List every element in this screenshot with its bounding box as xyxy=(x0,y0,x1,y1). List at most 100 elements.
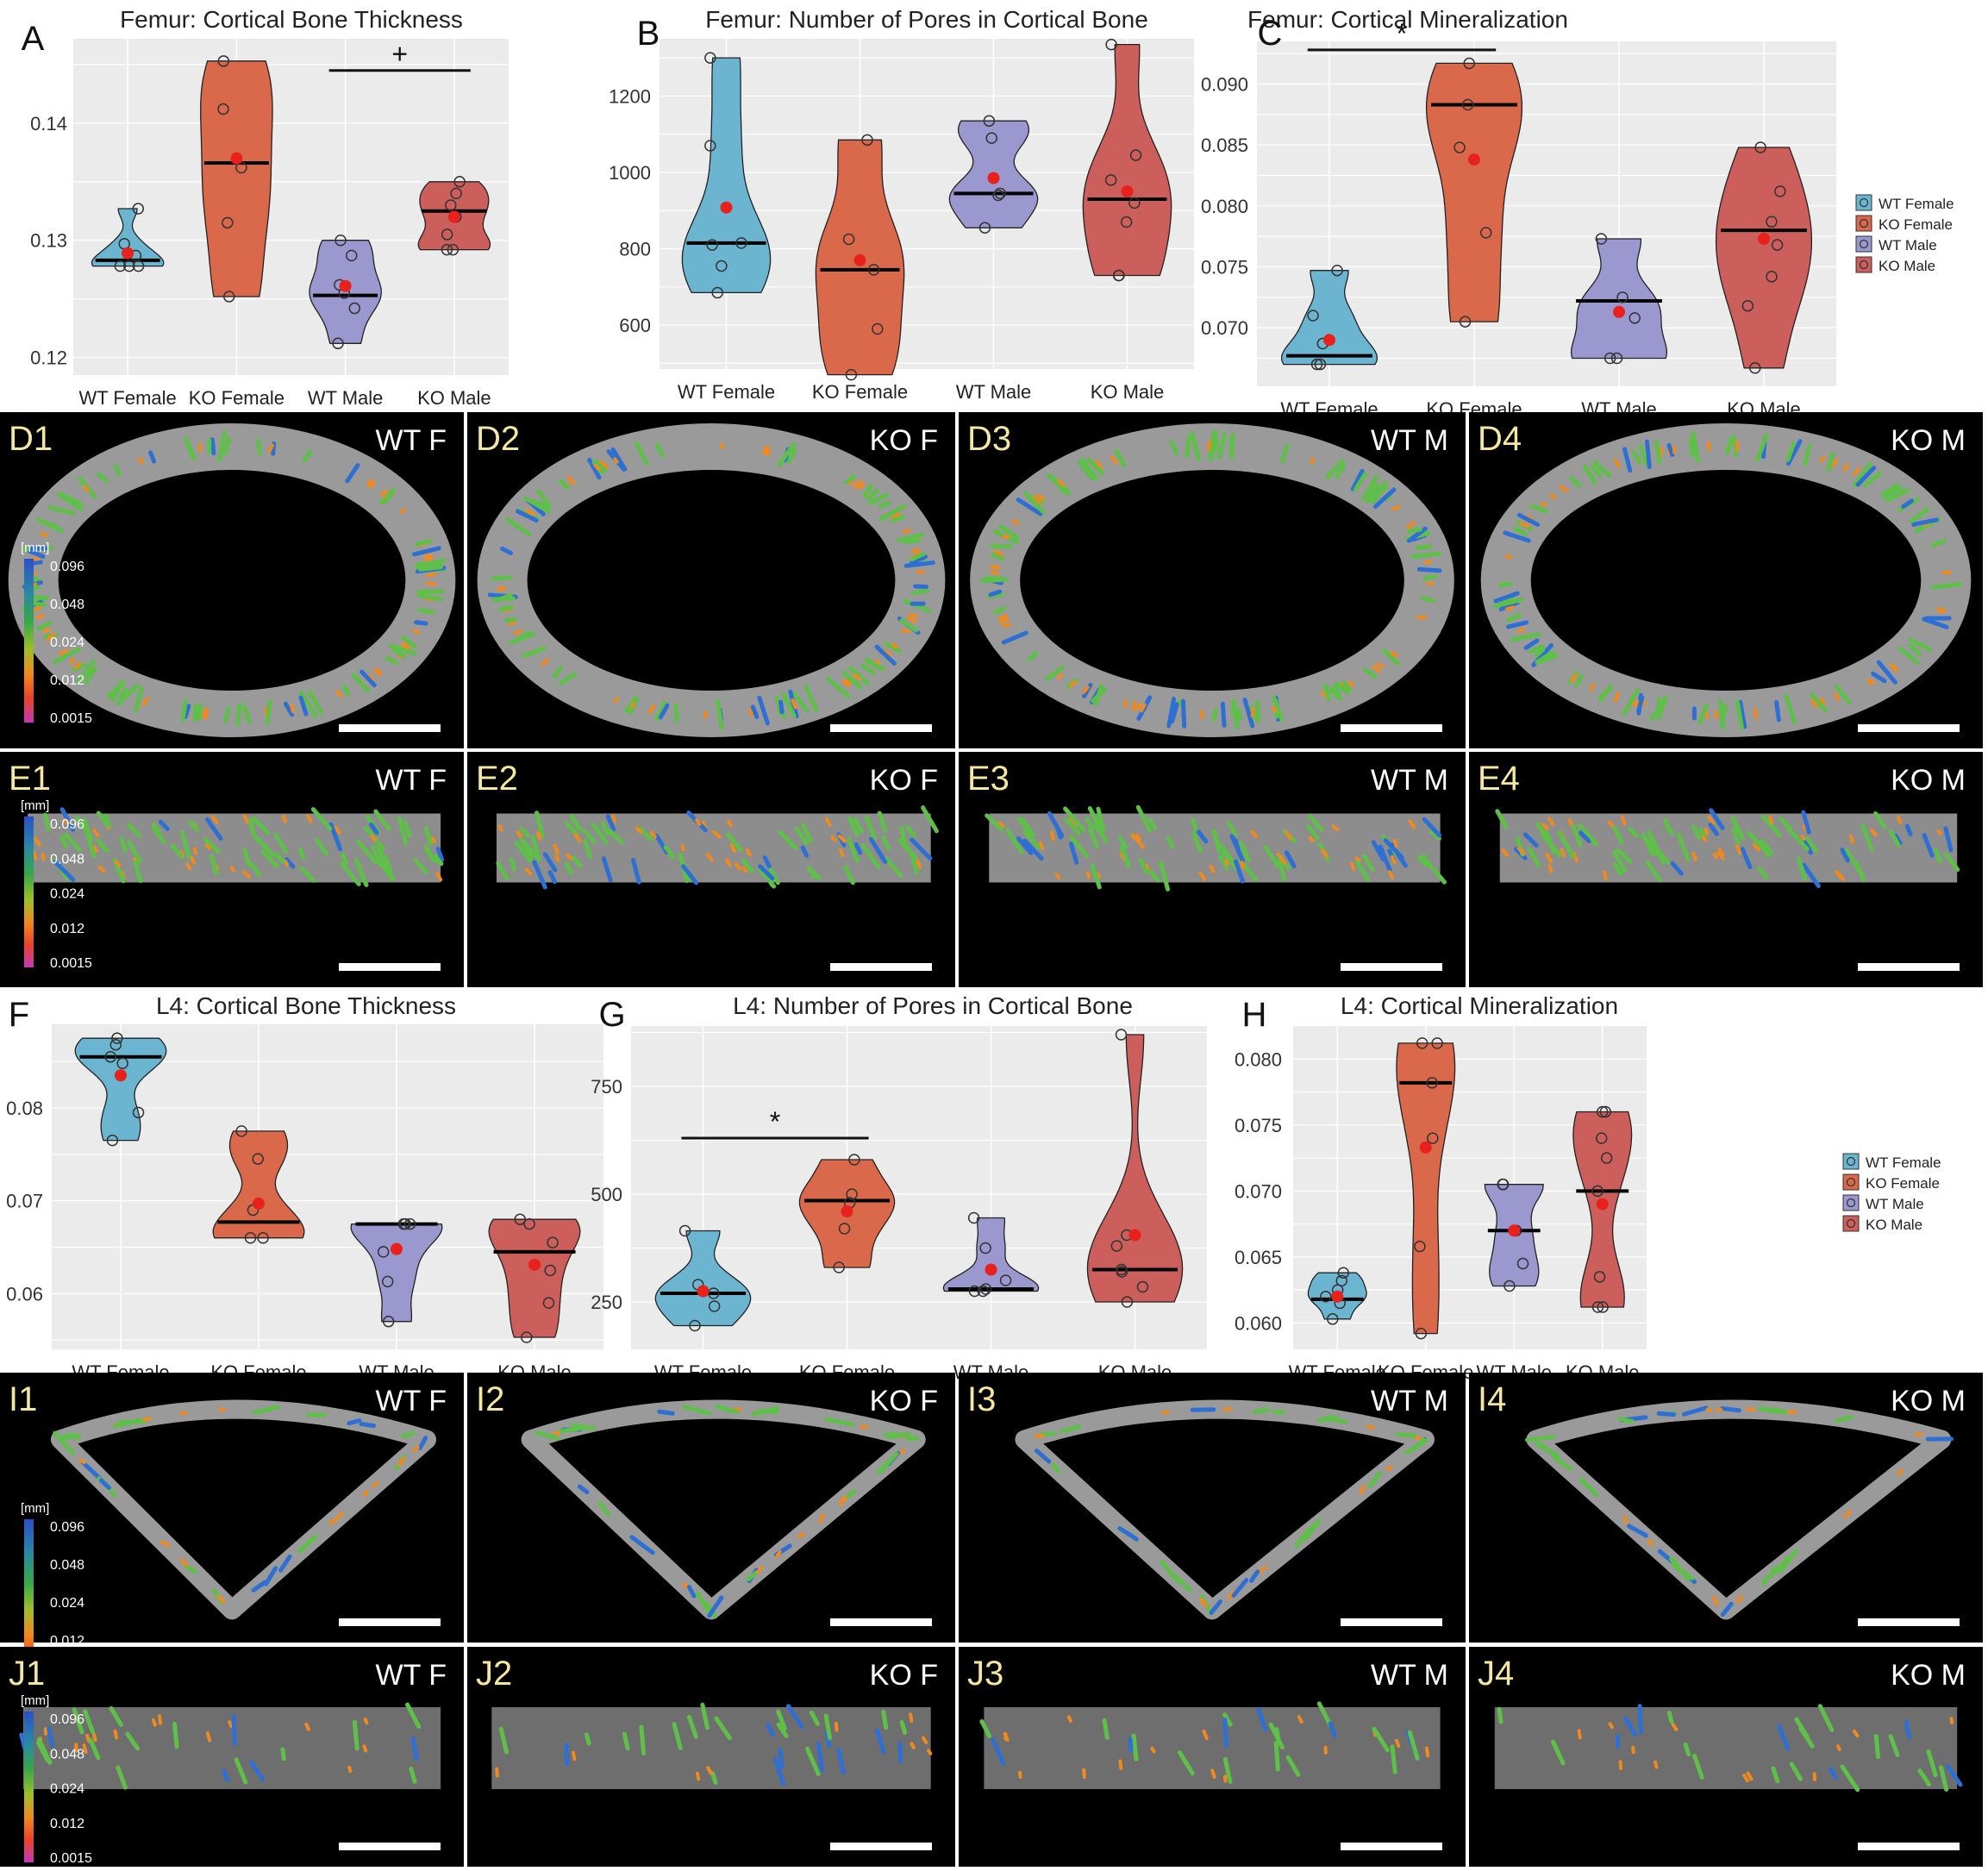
panel-letter: H xyxy=(1242,996,1267,1034)
data-point xyxy=(1116,1263,1128,1276)
pore-mark xyxy=(1285,830,1292,841)
pore-mark xyxy=(887,1431,912,1439)
pore-mark xyxy=(1159,860,1171,892)
pore-mark xyxy=(242,848,252,867)
pore-mark xyxy=(823,1713,832,1741)
pore-mark xyxy=(734,862,741,871)
pore-mark xyxy=(379,490,388,497)
pore-mark xyxy=(542,852,558,873)
pore-mark xyxy=(430,835,436,844)
pore-mark xyxy=(1499,596,1516,604)
pore-mark xyxy=(203,836,221,854)
pore-mark xyxy=(1242,698,1255,729)
pore-mark xyxy=(345,463,360,484)
pore-mark xyxy=(1622,1516,1629,1524)
pore-mark xyxy=(1930,581,1963,590)
marrow-cavity xyxy=(1020,470,1404,691)
pore-mark xyxy=(916,860,922,869)
data-point xyxy=(1335,1274,1348,1287)
pore-mark xyxy=(1746,1771,1754,1781)
pore-mark xyxy=(710,1771,718,1785)
mean-point xyxy=(1121,185,1134,198)
pore-mark xyxy=(1069,680,1078,688)
pore-mark xyxy=(1582,464,1597,485)
pore-mark xyxy=(553,843,560,854)
pore-mark xyxy=(860,843,881,870)
pore-mark xyxy=(803,684,819,713)
pore-mark xyxy=(899,1720,908,1736)
mean-point xyxy=(115,1069,127,1082)
legend: WT Female KO Female WT Male KO Male xyxy=(1842,1153,1941,1233)
pore-mark xyxy=(1406,527,1422,534)
pore-mark xyxy=(284,859,290,867)
pore-mark xyxy=(558,479,570,491)
pore-mark xyxy=(347,1765,353,1774)
data-point xyxy=(132,260,145,272)
pore-mark xyxy=(1407,1730,1420,1761)
pore-mark xyxy=(1235,707,1243,721)
pore-mark xyxy=(911,548,921,554)
colorbar-tick: 0.0015 xyxy=(50,1851,92,1866)
pore-mark xyxy=(210,815,219,824)
pore-mark xyxy=(663,845,676,860)
data-point xyxy=(838,1223,851,1235)
data-point xyxy=(848,1154,860,1166)
data-point xyxy=(348,302,361,315)
pore-mark xyxy=(781,691,797,718)
pore-mark xyxy=(867,492,890,506)
pore-mark xyxy=(1217,854,1229,871)
pore-mark xyxy=(1657,701,1666,716)
pore-mark xyxy=(838,1497,845,1506)
pore-mark xyxy=(47,505,75,516)
pore-mark xyxy=(816,1742,824,1773)
pore-mark xyxy=(1096,806,1106,832)
pore-mark xyxy=(531,835,541,860)
legend-marker xyxy=(1859,260,1869,270)
pore-mark xyxy=(853,842,863,855)
chart-title: Femur: Cortical Bone Thickness xyxy=(120,6,463,33)
data-point xyxy=(978,222,991,234)
data-point xyxy=(111,1032,123,1044)
colorbar-tick: 0.048 xyxy=(50,852,84,867)
data-point xyxy=(257,1231,269,1244)
pore-mark xyxy=(433,854,444,867)
data-point xyxy=(678,1224,691,1237)
pore-mark xyxy=(1504,554,1512,560)
data-point xyxy=(845,368,858,381)
pore-mark xyxy=(990,570,999,576)
violin-ko-female xyxy=(200,60,273,297)
pore-mark xyxy=(500,546,513,555)
pore-mark xyxy=(113,1729,119,1740)
pore-mark xyxy=(1424,559,1432,565)
pore-mark xyxy=(334,825,342,835)
data-point xyxy=(1597,1301,1609,1313)
pore-mark xyxy=(909,551,927,562)
pore-mark xyxy=(907,616,917,623)
pore-mark xyxy=(217,429,227,462)
y-tick-label: 1000 xyxy=(609,162,651,184)
pore-mark xyxy=(235,703,242,727)
colorbar-tick: 0.012 xyxy=(50,1817,84,1831)
mean-point xyxy=(1468,153,1480,166)
pore-mark xyxy=(179,1558,188,1567)
pore-mark xyxy=(1617,1417,1635,1424)
pore-mark xyxy=(1272,705,1277,713)
pore-mark xyxy=(649,830,657,839)
pore-mark xyxy=(1725,436,1733,455)
pore-mark xyxy=(1185,435,1191,459)
pore-mark xyxy=(341,684,351,697)
pore-mark xyxy=(1273,1741,1280,1772)
pore-mark xyxy=(610,814,617,823)
pore-mark xyxy=(1669,1556,1681,1573)
pore-mark xyxy=(903,560,935,568)
pore-mark xyxy=(1323,687,1331,702)
mean-point xyxy=(1508,1224,1521,1237)
pore-mark xyxy=(91,1732,97,1743)
pore-mark xyxy=(613,457,619,464)
pore-mark xyxy=(304,1722,310,1731)
pore-mark xyxy=(630,701,635,709)
micro-panel-e1: E1 WT F [mm]0.096 0.048 0.024 0.012 0.0015 xyxy=(0,752,464,987)
pore-mark xyxy=(1416,566,1442,573)
